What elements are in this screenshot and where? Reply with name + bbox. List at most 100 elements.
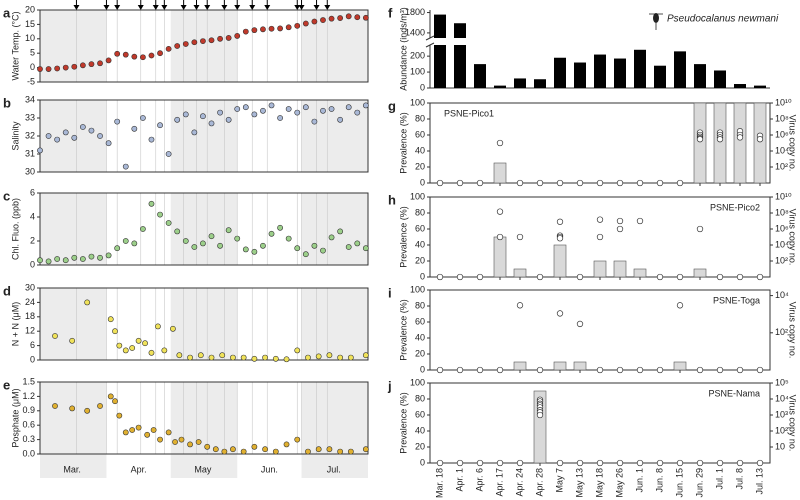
virus-point	[756, 273, 764, 281]
data-point	[217, 109, 223, 116]
virus-point	[456, 459, 464, 467]
data-point	[302, 104, 309, 111]
plot-frame	[39, 192, 369, 266]
data-point	[45, 133, 52, 139]
data-point	[294, 436, 301, 443]
data-point	[165, 429, 172, 436]
virus-point	[756, 366, 764, 374]
virus-point	[676, 179, 684, 187]
data-point	[277, 224, 284, 231]
data-point	[311, 118, 318, 125]
data-point	[52, 403, 58, 409]
data-point	[122, 238, 129, 244]
data-point	[129, 427, 136, 433]
y-tick-label: 4	[30, 211, 35, 221]
data-point	[311, 242, 318, 249]
data-point	[37, 147, 43, 154]
data-point	[347, 354, 354, 361]
x-tick-label: May 26	[614, 468, 624, 498]
x-tick-label: Jun. 29	[694, 468, 704, 498]
data-point	[157, 436, 163, 443]
virus-point	[516, 179, 524, 187]
y-tick-label: 100	[410, 377, 425, 387]
data-point	[37, 66, 43, 72]
data-point	[140, 115, 146, 121]
bar	[614, 58, 626, 88]
axis-title: Prevalence (%)	[398, 206, 408, 268]
virus-point	[536, 366, 544, 374]
virus-point	[616, 366, 624, 374]
virus-point	[436, 179, 444, 187]
y-tick-label: 32	[25, 130, 35, 140]
sampling-arrowhead	[180, 5, 187, 10]
y-tick-label: 100	[410, 97, 425, 107]
axis-title: N + N (μM)	[10, 302, 20, 346]
bar	[693, 102, 707, 184]
data-point	[234, 33, 241, 39]
sampling-arrowhead	[298, 5, 305, 10]
y-tick-label: 1.5	[22, 376, 35, 386]
data-point	[174, 43, 181, 49]
bar	[553, 244, 567, 278]
data-point	[107, 316, 114, 323]
data-point	[79, 256, 86, 262]
plot-frame	[39, 9, 369, 83]
panel-letter: d	[3, 283, 11, 298]
y-tick-label: 0.6	[22, 420, 35, 430]
month-shading	[40, 288, 107, 360]
bar-upper	[454, 23, 466, 38]
data-point	[135, 424, 142, 431]
data-point	[88, 61, 95, 68]
y-tick-label: 6	[30, 340, 35, 350]
data-point	[230, 446, 236, 453]
virus-point	[576, 459, 584, 467]
data-point	[345, 104, 352, 111]
data-point	[144, 431, 151, 438]
data-point	[69, 405, 76, 412]
axis-title: Chl. Fluo. (ppb)	[10, 198, 20, 260]
data-point	[354, 240, 361, 247]
series-label: PSNE-Nama	[708, 388, 760, 398]
virus-point	[656, 459, 664, 467]
data-point	[345, 13, 352, 20]
bar	[553, 361, 567, 371]
virus-point	[636, 179, 644, 187]
data-point	[107, 393, 114, 400]
data-point	[150, 427, 157, 433]
x-tick-label: Jul. 13	[754, 468, 764, 495]
data-point	[140, 226, 146, 232]
species-annotation: Pseudocalanus newmani	[667, 14, 779, 25]
y-tick-label: 1400	[405, 27, 425, 37]
y-tick-label: 18	[25, 311, 35, 321]
data-point	[268, 102, 275, 109]
data-point	[112, 328, 118, 335]
series-label: PSNE-Toga	[713, 295, 760, 305]
data-point	[97, 60, 103, 67]
data-point	[197, 352, 204, 359]
y-tick-label: 0.3	[22, 434, 35, 444]
data-point	[208, 37, 215, 44]
virus-point	[716, 136, 724, 143]
axis-title: Virus copy no.	[788, 302, 798, 359]
y-tick-label: 6	[30, 187, 35, 197]
data-point	[240, 354, 247, 361]
data-point	[225, 35, 232, 41]
sampling-arrowhead	[152, 5, 159, 10]
data-point	[52, 333, 58, 339]
virus-point	[556, 179, 564, 187]
data-point	[182, 111, 189, 118]
axis-break	[425, 35, 435, 48]
x-tick-label: Apr. 24	[514, 468, 524, 497]
data-point	[54, 65, 61, 72]
y2-tick-label: 10⁴	[775, 290, 789, 300]
virus-point	[456, 366, 464, 374]
y2-tick-label: 10²	[775, 255, 788, 265]
bar	[634, 49, 646, 88]
data-point	[122, 347, 129, 354]
panel-letter: a	[3, 5, 11, 20]
data-point	[112, 398, 118, 405]
virus-point	[756, 459, 764, 467]
virus-point	[516, 302, 524, 309]
y-tick-label: 0	[420, 457, 425, 467]
data-point	[187, 354, 193, 361]
